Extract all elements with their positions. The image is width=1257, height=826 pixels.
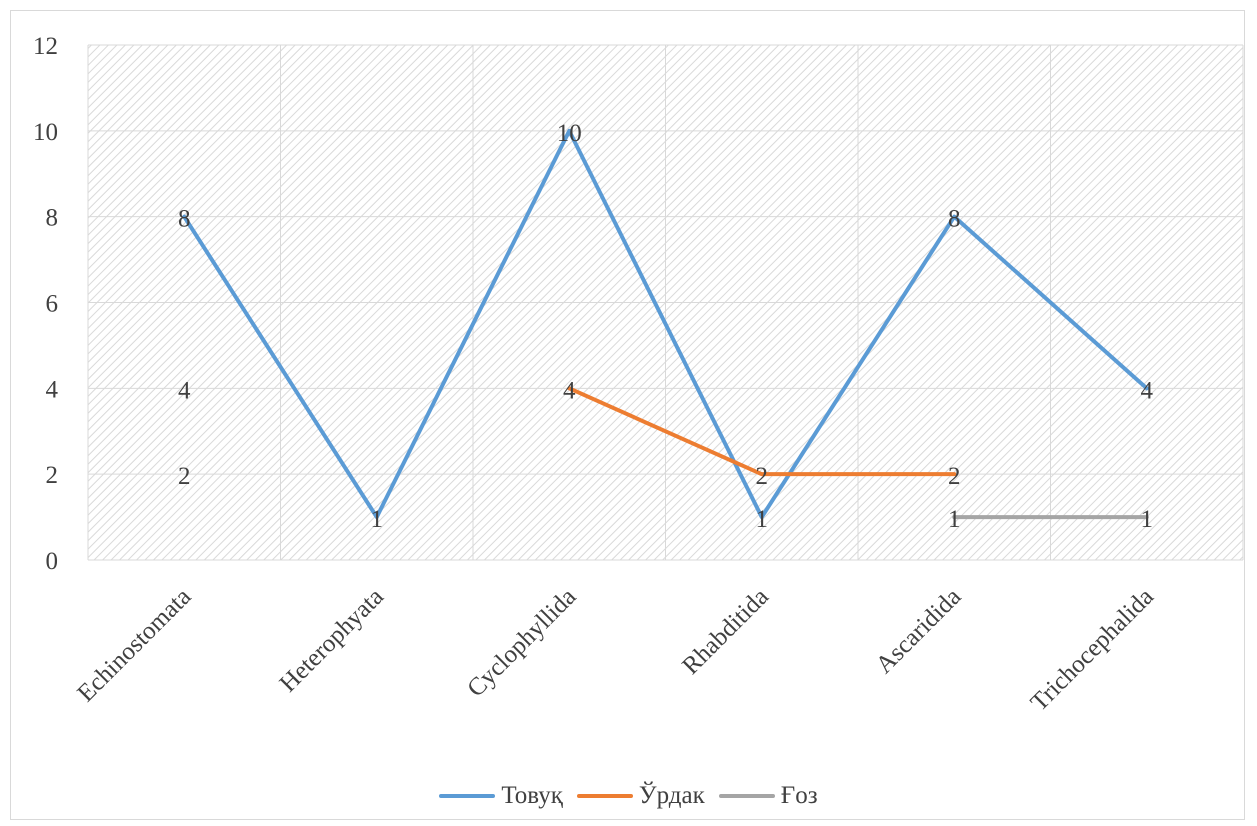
x-tick-label: Echinostomata (72, 583, 196, 707)
y-tick-label: 10 (33, 119, 58, 146)
data-label: 1 (371, 506, 384, 533)
data-label: 2 (756, 463, 769, 490)
y-tick-label: 12 (33, 33, 58, 60)
legend-item-tovuq[interactable]: Товуқ (439, 782, 563, 810)
legend-item-goz[interactable]: Ғоз (718, 782, 818, 810)
x-tick-label: Cyclophyllida (462, 583, 581, 702)
x-axis-ticks: Echinostomata Heterophyata Cyclophyllida Rh… (72, 583, 1159, 716)
data-label: 2 (948, 463, 961, 490)
series-lines (182, 128, 1149, 520)
x-tick-label: Heterophyata (275, 583, 389, 697)
data-label: 8 (948, 206, 961, 233)
y-tick-label: 0 (46, 548, 59, 575)
legend-swatch-goz (718, 794, 775, 798)
series-line-0 (182, 128, 1149, 520)
x-tick-label: Trichocephalida (1026, 583, 1159, 716)
series-line-1 (567, 386, 957, 477)
y-tick-label: 2 (46, 462, 59, 489)
data-label: 8 (178, 206, 191, 233)
data-labels: 8 4 2 1 10 4 2 1 8 2 1 4 1 (178, 120, 1154, 533)
x-tick-label: Rhabditida (677, 583, 774, 680)
data-label: 4 (178, 377, 191, 404)
y-axis-ticks: 0 2 4 6 8 10 12 (33, 33, 59, 575)
data-label: 10 (557, 120, 582, 147)
data-label: 1 (948, 506, 961, 533)
data-label: 1 (1141, 506, 1154, 533)
legend: Товуқ Ўрдак Ғоз (0, 778, 1257, 814)
legend-label-urdak: Ўрдак (638, 782, 705, 809)
y-tick-label: 4 (46, 376, 59, 403)
legend-label-tovuq: Товуқ (501, 782, 563, 809)
legend-item-urdak[interactable]: Ўрдак (576, 782, 705, 810)
x-tick-label: Ascaridida (871, 583, 967, 679)
legend-swatch-tovuq (439, 794, 496, 798)
legend-label-goz: Ғоз (780, 782, 818, 809)
y-tick-label: 8 (46, 205, 59, 232)
data-label: 4 (563, 377, 576, 404)
data-label: 4 (1141, 377, 1154, 404)
legend-swatch-urdak (576, 794, 633, 798)
y-tick-label: 6 (46, 291, 59, 318)
data-label: 2 (178, 463, 191, 490)
data-label: 1 (756, 506, 769, 533)
